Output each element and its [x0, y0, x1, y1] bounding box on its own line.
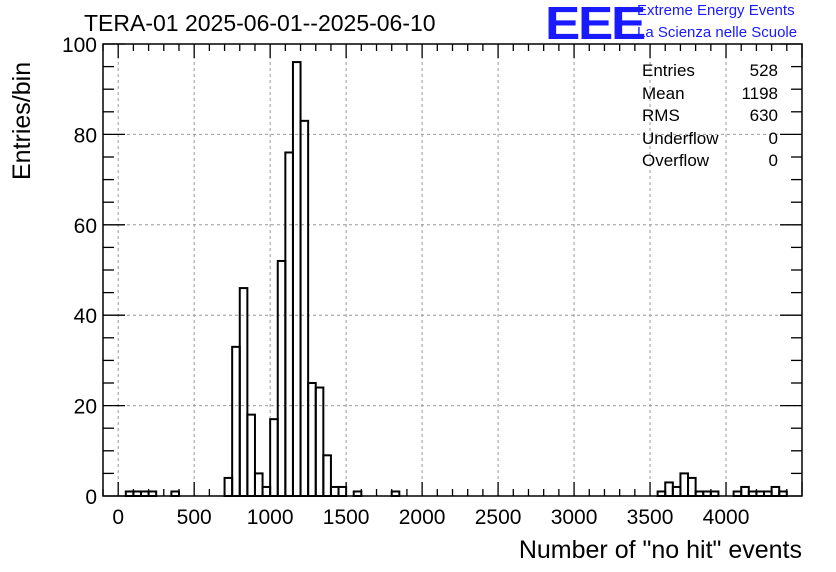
histogram-bin	[314, 386, 325, 497]
stat-rms: RMS 630	[642, 105, 778, 128]
y-tick-label: 20	[74, 396, 97, 419]
histogram-bin	[238, 287, 249, 497]
y-tick-label: 40	[74, 305, 97, 328]
histogram-bin	[261, 485, 272, 497]
x-tick-label: 500	[177, 506, 212, 529]
y-tick-label: 80	[74, 124, 97, 147]
histogram-bin	[671, 485, 682, 497]
histogram-bin	[291, 61, 302, 498]
stat-mean: Mean 1198	[642, 83, 778, 106]
histogram-bin	[269, 418, 279, 497]
x-axis-label: Number of "no hit" events	[518, 536, 802, 564]
stat-value: 528	[749, 61, 778, 80]
stats-box: Entries 528 Mean 1198 RMS 630 Underflow …	[642, 60, 778, 173]
x-tick-label: 2500	[475, 506, 522, 529]
chart-title: TERA-01 2025-06-01--2025-06-10	[84, 10, 436, 36]
stat-value: 1198	[741, 83, 778, 103]
stat-value: 0	[768, 151, 778, 170]
histogram-bin	[299, 119, 310, 497]
histogram-bin	[687, 476, 697, 498]
x-tick-label: 0	[112, 506, 124, 529]
stat-label: RMS	[642, 106, 680, 125]
histogram-bin	[329, 485, 340, 497]
histogram-bin	[284, 151, 294, 497]
stat-entries: Entries 528	[642, 60, 778, 83]
x-tick-label: 4000	[703, 506, 750, 529]
histogram-bin	[770, 485, 781, 497]
x-tick-label: 2000	[399, 506, 446, 529]
x-tick-label: 1500	[323, 506, 370, 529]
eee-logo: EEE	[545, 0, 646, 49]
logo-line-1: Extreme Energy Events	[637, 2, 795, 19]
logo-line-2: La Scienza nelle Scuole	[637, 24, 798, 41]
stat-value: 630	[749, 106, 778, 125]
histogram-bin	[337, 485, 348, 497]
stat-label: Entries	[642, 61, 695, 80]
histogram-bin	[740, 485, 750, 497]
histogram-bin	[322, 454, 332, 498]
x-tick-label: 3000	[551, 506, 598, 529]
histogram-bin	[253, 472, 264, 497]
stat-label: Overflow	[642, 151, 710, 170]
y-axis-label: Entries/bin	[8, 61, 36, 180]
y-tick-label: 100	[62, 34, 97, 57]
histogram-bin	[231, 345, 241, 497]
stat-value: 0	[768, 128, 778, 148]
stat-overflow: Overflow 0	[642, 150, 778, 173]
stat-label: Underflow	[642, 128, 719, 148]
histogram-bin	[276, 259, 287, 497]
stat-label: Mean	[642, 83, 685, 103]
y-tick-label: 60	[74, 215, 97, 238]
y-tick-label: 0	[85, 486, 97, 509]
histogram-bin	[223, 476, 234, 498]
histogram-bin	[246, 413, 256, 498]
x-tick-label: 3500	[627, 506, 674, 529]
x-tick-label: 1000	[247, 506, 294, 529]
histogram-bin	[307, 382, 317, 497]
stat-underflow: Underflow 0	[642, 128, 778, 151]
histogram-bin	[679, 472, 690, 497]
histogram-bin	[664, 481, 674, 498]
